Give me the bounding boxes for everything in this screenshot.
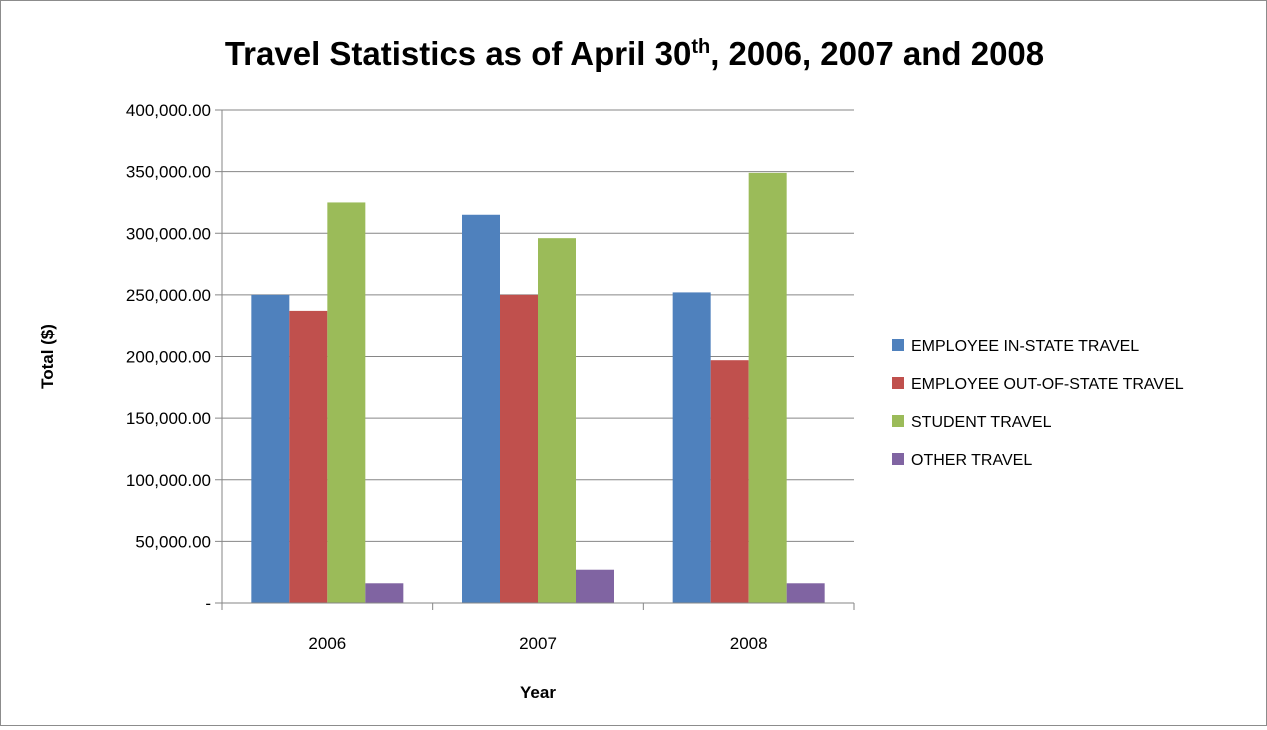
legend-label: OTHER TRAVEL [911, 452, 1032, 469]
chart-title-main: Travel Statistics as of April 30 [224, 35, 692, 72]
chart-title-years: , 2006, 2007 and 2008 [710, 35, 1045, 72]
legend-swatch [892, 415, 904, 427]
bar-2008-2 [710, 360, 749, 603]
legend: EMPLOYEE IN-STATE TRAVEL EMPLOYEE OUT-OF-… [892, 338, 1184, 469]
x-tick-label: 2008 [730, 634, 768, 653]
x-tick-label: 2006 [308, 634, 346, 653]
bar-2007-1 [462, 214, 500, 603]
bar-2006-2 [289, 310, 328, 603]
bar-2006-3 [327, 202, 366, 603]
axes [221, 110, 854, 604]
x-tick-label: 2007 [519, 634, 557, 653]
y-tick-label: 350,000.00 [126, 163, 211, 182]
y-axis-title: Total ($) [38, 324, 57, 389]
chart-title-superscript: th [691, 36, 711, 58]
legend-label: EMPLOYEE OUT-OF-STATE TRAVEL [911, 376, 1184, 393]
bar-2008-3 [748, 172, 787, 604]
bar-2008-1 [672, 292, 711, 603]
y-tick-label: 100,000.00 [126, 471, 211, 490]
y-axis-ticks: - 50,000.00 100,000.00 150,000.00 200,000.00… [126, 101, 222, 613]
legend-label: EMPLOYEE IN-STATE TRAVEL [911, 338, 1139, 355]
bars [251, 172, 825, 604]
y-tick-label: 150,000.00 [126, 409, 211, 428]
y-tick-label: 400,000.00 [126, 101, 211, 120]
y-tick-label: 200,000.00 [126, 348, 211, 367]
bar-2007-3 [538, 238, 576, 603]
y-tick-label: 50,000.00 [135, 532, 211, 551]
y-tick-label: - [205, 594, 211, 613]
legend-swatch [892, 339, 904, 351]
chart-title: Travel Statistics as of April 30th, 2006… [1, 35, 1267, 73]
bar-2007-2 [500, 294, 538, 603]
x-axis-title: Year [520, 683, 556, 702]
x-axis-ticks: 2006 2007 2008 [221, 603, 855, 653]
y-tick-label: 250,000.00 [126, 286, 211, 305]
bar-2006-4 [365, 583, 404, 603]
bar-2007-4 [576, 569, 614, 603]
legend-swatch [892, 377, 904, 389]
bar-2008-4 [786, 583, 825, 603]
y-tick-label: 300,000.00 [126, 224, 211, 243]
bar-2006-1 [251, 294, 290, 603]
legend-label: STUDENT TRAVEL [911, 414, 1052, 431]
legend-swatch [892, 453, 904, 465]
